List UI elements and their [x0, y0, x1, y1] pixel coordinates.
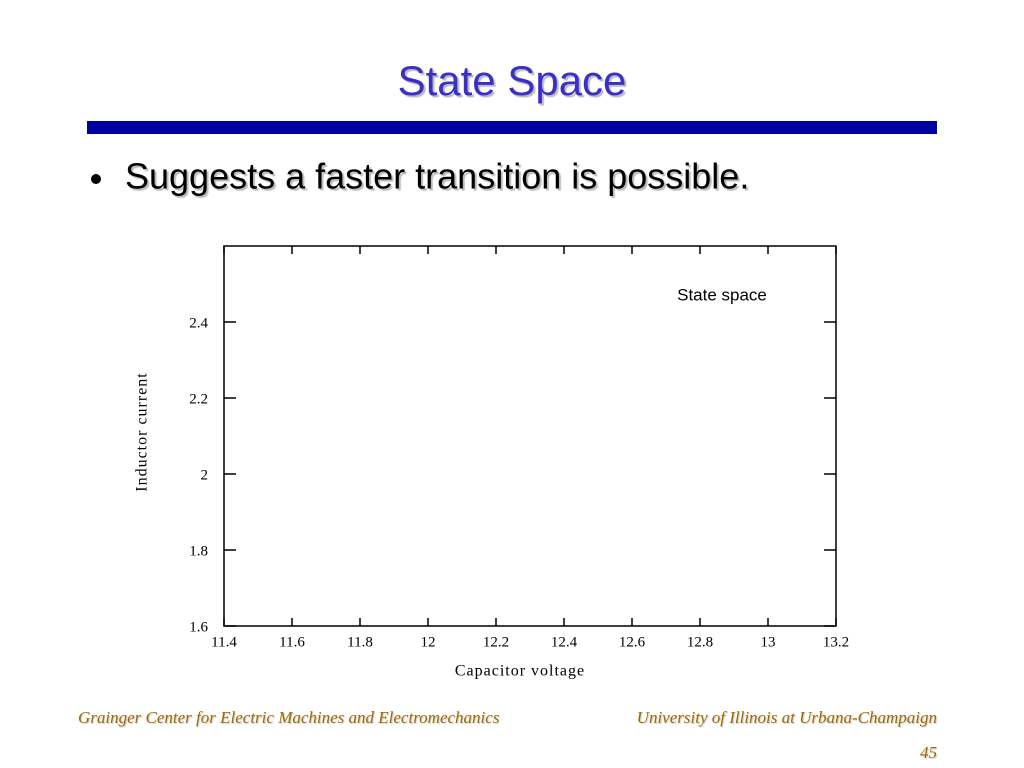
- x-tick-label: 11.4: [211, 634, 237, 650]
- y-tick-label: 1.6: [189, 619, 208, 635]
- x-tick-label: 11.8: [347, 634, 373, 650]
- y-axis-label: Inductor current: [134, 372, 151, 492]
- bullet-dot: [91, 174, 101, 184]
- x-tick-label: 12.8: [687, 634, 713, 650]
- slide-title: State Space: [398, 57, 627, 104]
- bullet-text: Suggests a faster transition is possible…: [125, 156, 749, 197]
- x-axis-label: Capacitor voltage: [455, 663, 585, 680]
- x-tick-label: 12.2: [483, 634, 509, 650]
- title-rule: [87, 121, 937, 134]
- plot-frame: [223, 245, 837, 627]
- x-tick-label: 13: [761, 634, 776, 650]
- x-tick-label: 12: [421, 634, 436, 650]
- y-tick-label: 2: [201, 467, 209, 483]
- y-tick-label: 2.2: [189, 391, 208, 407]
- y-tick-label: 1.8: [189, 543, 208, 559]
- x-tick-label: 12.4: [551, 634, 578, 650]
- annotation: State space: [677, 285, 767, 304]
- x-tick-label: 13.2: [823, 634, 849, 650]
- page-number: 45: [920, 743, 937, 762]
- footer-right: University of Illinois at Urbana-Champai…: [637, 708, 937, 727]
- x-tick-label: 11.6: [279, 634, 305, 650]
- x-tick-label: 12.6: [619, 634, 646, 650]
- footer-left: Grainger Center for Electric Machines an…: [78, 708, 500, 727]
- y-tick-label: 2.4: [189, 315, 208, 331]
